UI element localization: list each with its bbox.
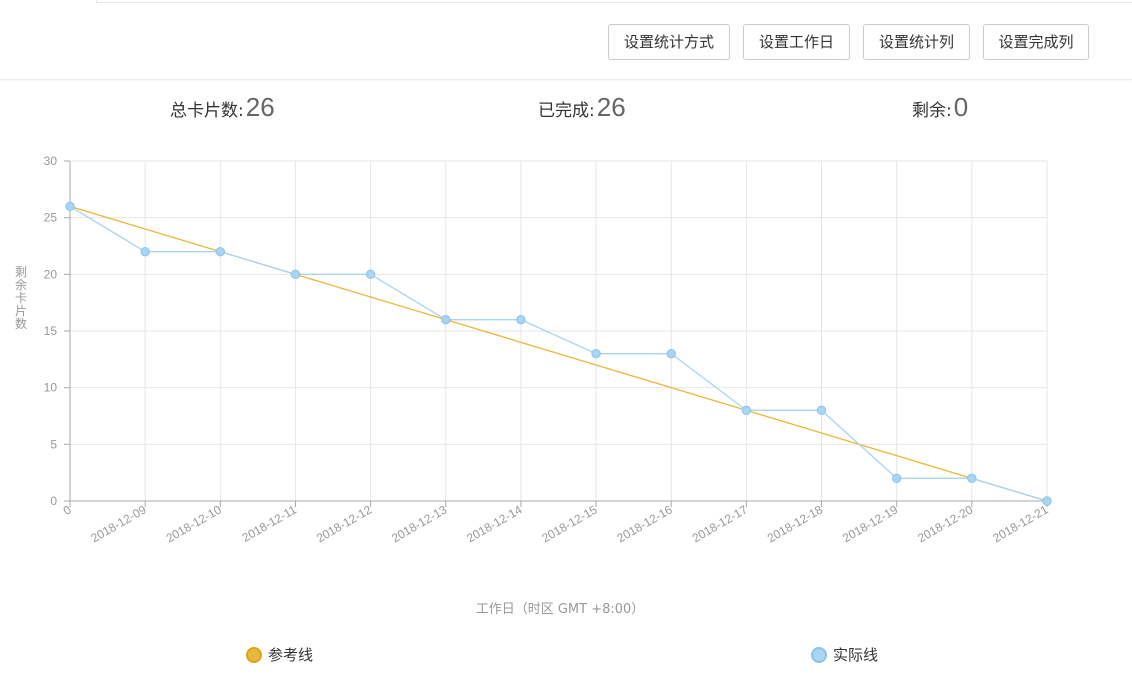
x-tick-label: 2018-12-16 — [615, 502, 675, 545]
y-tick-label: 25 — [44, 211, 58, 225]
actual-data-point — [741, 405, 752, 416]
done-cards-value: 26 — [596, 92, 626, 122]
legend-reference[interactable]: 参考线 — [246, 644, 313, 668]
actual-data-point — [666, 348, 676, 359]
actual-data-point — [290, 269, 301, 280]
reference-legend-dot-icon — [246, 646, 262, 663]
reference-legend-label: 参考线 — [268, 646, 314, 664]
done-cards-stat: 已完成:26 — [538, 92, 626, 123]
actual-data-point — [816, 405, 827, 416]
y-tick-label: 5 — [50, 437, 57, 451]
x-tick-label: 2018-12-12 — [314, 502, 374, 545]
done-cards-label: 已完成: — [538, 101, 595, 121]
x-tick-label: 2018-12-15 — [539, 502, 599, 545]
y-tick-label: 0 — [50, 494, 57, 508]
actual-data-point — [591, 348, 601, 359]
x-tick-label: 2018-12-11 — [240, 502, 300, 545]
x-tick-label: 2018-12-17 — [690, 502, 750, 545]
actual-data-point — [65, 201, 75, 212]
burndown-chart: 0 5 10 15 20 25 30 0 2018-12-09 2018-12-10 2018-12… — [15, 154, 1052, 617]
remaining-cards-label: 剩余: — [912, 101, 952, 121]
y-tick-label: 20 — [44, 267, 58, 281]
x-tick-label: 2018-12-21 — [990, 502, 1050, 545]
y-tick-label: 30 — [44, 154, 58, 168]
actual-data-point — [891, 473, 902, 484]
actual-legend-dot-icon — [811, 646, 827, 663]
actual-series-line — [69, 205, 1048, 502]
y-tick-label: 10 — [44, 381, 58, 395]
x-tick-label: 2018-12-13 — [389, 502, 449, 545]
set-done-columns-button[interactable]: 设置完成列 — [983, 24, 1089, 60]
total-cards-label: 总卡片数: — [170, 101, 244, 121]
x-tick-label: 2018-12-09 — [88, 502, 148, 545]
top-tab-stub — [0, 0, 97, 3]
actual-data-point — [1042, 496, 1052, 506]
actual-data-point — [215, 246, 226, 257]
x-tick-label: 2018-12-14 — [464, 502, 524, 545]
x-tick-label: 2018-12-20 — [915, 502, 975, 545]
x-axis-title: 工作日（时区 GMT +8:00） — [476, 602, 645, 617]
total-cards-stat: 总卡片数:26 — [170, 92, 275, 123]
actual-data-point — [967, 473, 977, 484]
summary-stats: 总卡片数:26 已完成:26 剩余:0 — [0, 92, 1132, 136]
legend-actual[interactable]: 实际线 — [811, 644, 878, 668]
x-tick-label: 2018-12-18 — [765, 502, 825, 545]
total-cards-value: 26 — [245, 92, 275, 122]
y-axis-title: 剩余卡片数 — [15, 265, 27, 331]
set-workdays-button[interactable]: 设置工作日 — [743, 24, 850, 60]
remaining-cards-stat: 剩余:0 — [912, 92, 968, 123]
y-tick-label: 15 — [44, 324, 58, 338]
actual-legend-label: 实际线 — [833, 646, 879, 664]
actual-data-point — [516, 314, 526, 325]
remaining-cards-value: 0 — [953, 92, 969, 122]
set-statistic-columns-button[interactable]: 设置统计列 — [863, 24, 970, 60]
x-tick-label: 2018-12-19 — [840, 502, 900, 545]
top-divider — [96, 2, 1132, 3]
toolbar: 设置统计方式 设置工作日 设置统计列 设置完成列 — [0, 3, 1132, 80]
actual-data-point — [365, 269, 376, 280]
x-tick-label: 0 — [61, 502, 74, 518]
x-tick-label: 2018-12-10 — [164, 502, 224, 545]
actual-data-point — [140, 246, 150, 257]
set-statistic-mode-button[interactable]: 设置统计方式 — [608, 24, 730, 60]
actual-data-point — [441, 314, 451, 325]
